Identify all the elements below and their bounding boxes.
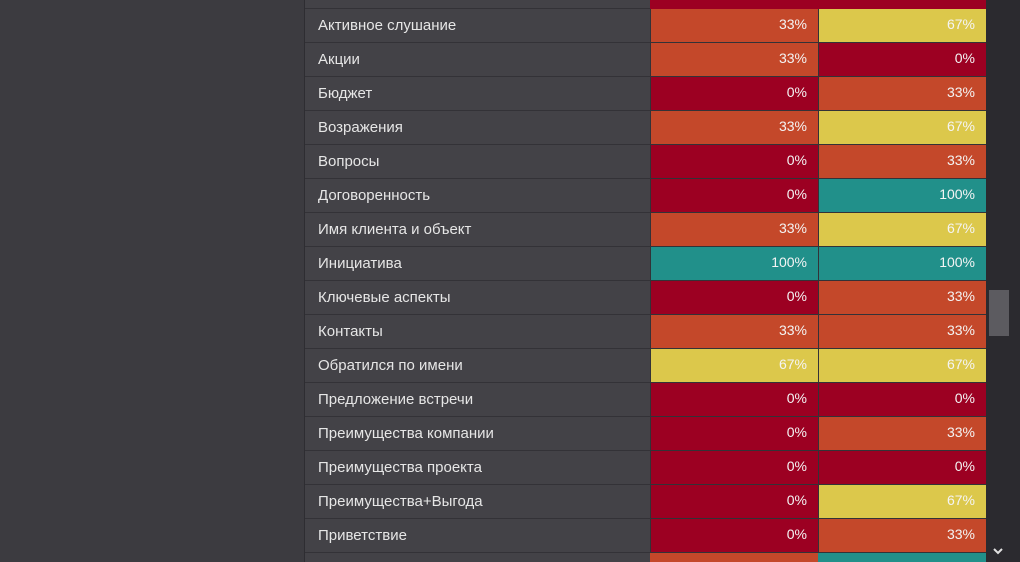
cell: 67% — [818, 485, 986, 519]
row-label: Преимущества+Выгода — [305, 485, 650, 519]
row-label: Приветствие — [305, 519, 650, 553]
cell: 33% — [650, 315, 818, 349]
cell: 33% — [818, 315, 986, 349]
row-label: Имя клиента и объект — [305, 213, 650, 247]
cell: 33% — [818, 77, 986, 111]
cell-partial — [818, 553, 986, 562]
cell: 33% — [818, 417, 986, 451]
row-label: Преимущества компании — [305, 417, 650, 451]
cell: 0% — [818, 43, 986, 77]
row-label: Предложение встречи — [305, 383, 650, 417]
cell-partial — [650, 553, 818, 562]
cell: 100% — [650, 247, 818, 281]
cell: 33% — [650, 9, 818, 43]
cell: 33% — [818, 281, 986, 315]
cell: 0% — [818, 451, 986, 485]
row-label: Договоренность — [305, 179, 650, 213]
cell: 0% — [650, 519, 818, 553]
row-label: Вопросы — [305, 145, 650, 179]
cell: 100% — [818, 179, 986, 213]
cell: 33% — [818, 145, 986, 179]
row-label: Акции — [305, 43, 650, 77]
cell: 0% — [650, 485, 818, 519]
cell: 67% — [818, 349, 986, 383]
cell: 67% — [818, 213, 986, 247]
cell: 0% — [818, 383, 986, 417]
row-label: Обратился по имени — [305, 349, 650, 383]
cell: 0% — [650, 383, 818, 417]
row-label: Возражения — [305, 111, 650, 145]
cell-partial — [818, 0, 986, 9]
row-label: Преимущества проекта — [305, 451, 650, 485]
cell: 67% — [818, 111, 986, 145]
row-label: Инициатива — [305, 247, 650, 281]
scroll-down[interactable] — [991, 544, 1005, 558]
cell: 0% — [650, 417, 818, 451]
row-label: Активное слушание — [305, 9, 650, 43]
cell-partial — [650, 0, 818, 9]
row-label: Контакты — [305, 315, 650, 349]
sidebar — [0, 0, 305, 562]
row-label: Ключевые аспекты — [305, 281, 650, 315]
cell: 0% — [650, 179, 818, 213]
scrollbar[interactable] — [986, 0, 1020, 562]
row-partial — [305, 553, 650, 562]
cell: 67% — [818, 9, 986, 43]
cell: 33% — [650, 111, 818, 145]
scrollbar-thumb[interactable] — [989, 290, 1009, 336]
cell: 0% — [650, 451, 818, 485]
cell: 0% — [650, 281, 818, 315]
cell: 0% — [650, 77, 818, 111]
cell: 33% — [818, 519, 986, 553]
cell: 100% — [818, 247, 986, 281]
row-partial — [305, 0, 650, 9]
cell: 67% — [650, 349, 818, 383]
cell: 33% — [650, 213, 818, 247]
cell: 0% — [650, 145, 818, 179]
row-label: Бюджет — [305, 77, 650, 111]
cell: 33% — [650, 43, 818, 77]
